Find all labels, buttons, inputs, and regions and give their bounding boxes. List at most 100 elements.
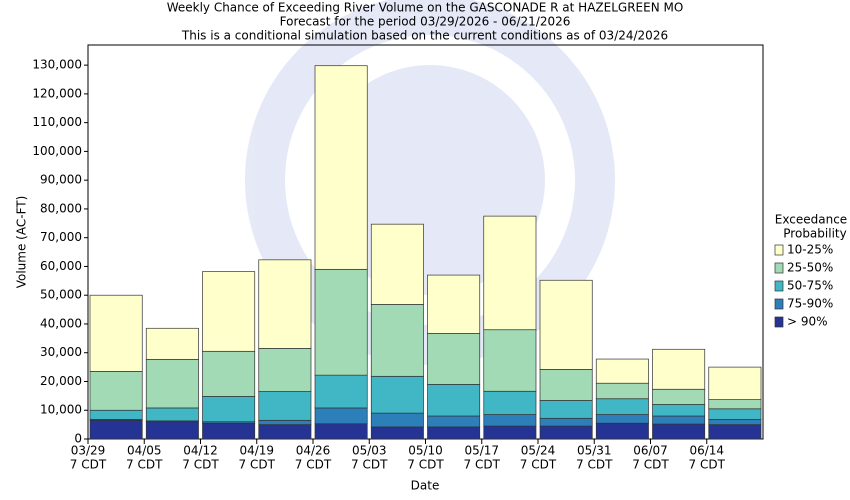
bar-segment [314,65,368,270]
legend-swatch [774,298,784,310]
bar-segment [427,415,481,428]
x-tick-label: 05/17 [464,444,499,458]
x-tick-sublabel: 7 CDT [520,458,557,472]
bar-segment [483,425,537,440]
x-tick-sublabel: 7 CDT [182,458,219,472]
bar-segment [483,215,537,331]
bar-segment [708,419,762,425]
y-axis-title: Volume (AC-FT) [15,196,29,289]
legend-title: Probability [783,227,846,241]
bar-segment [652,423,706,440]
x-tick-label: 04/12 [183,444,218,458]
y-tick-label: 70,000 [40,230,82,244]
bar-segment [483,414,537,427]
bar-segment [89,371,143,411]
legend-swatch [774,316,784,328]
bar-segment [202,350,256,397]
x-tick-label: 06/14 [689,444,724,458]
bar-segment [258,259,312,349]
y-tick-label: 130,000 [32,58,82,72]
bar-segment [258,348,312,392]
x-tick-label: 05/31 [577,444,612,458]
bar-segment [652,388,706,405]
bar-segment [539,425,593,440]
bar-segment [708,399,762,410]
bar-segment [370,426,424,440]
x-axis-title: Date [411,479,440,493]
x-tick-sublabel: 7 CDT [126,458,163,472]
bar-segment [652,348,706,390]
x-tick-sublabel: 7 CDT [464,458,501,472]
legend-swatch [774,262,784,274]
bar-segment [708,424,762,440]
bar-segment [539,279,593,370]
legend-label: 75-90% [787,297,833,311]
bar-segment [370,412,424,428]
bar-segment [595,422,649,440]
bar-segment [539,400,593,419]
bar-segment [427,384,481,417]
bar-segment [314,407,368,425]
bar-segment [202,271,256,352]
y-tick-label: 20,000 [40,374,82,388]
x-tick-label: 04/05 [127,444,162,458]
y-tick-label: 100,000 [32,144,82,158]
chart-title: Weekly Chance of Exceeding River Volume … [167,1,684,15]
y-tick-label: 0 [74,432,82,446]
x-tick-label: 04/26 [296,444,331,458]
bar-segment [314,268,368,376]
legend-label: 10-25% [787,243,833,257]
bar-segment [539,369,593,401]
bar-segment [595,358,649,384]
x-tick-label: 05/24 [521,444,556,458]
x-tick-sublabel: 7 CDT [576,458,613,472]
x-tick-label: 06/07 [633,444,668,458]
bar-segment [314,374,368,409]
bar-segment [89,294,143,372]
bar-segment [427,274,481,334]
bar-segment [145,358,199,409]
legend-label: > 90% [787,315,828,329]
legend-title: Exceedance [775,213,847,227]
bar-segment [370,223,424,305]
bar-segment [89,409,143,420]
y-tick-label: 50,000 [40,288,82,302]
y-tick-label: 80,000 [40,201,82,215]
chart-title: This is a conditional simulation based o… [181,29,668,43]
bar-segment [145,421,199,440]
y-tick-label: 40,000 [40,316,82,330]
y-tick-label: 30,000 [40,345,82,359]
bar-segment [427,426,481,440]
y-tick-label: 60,000 [40,259,82,273]
y-tick-label: 110,000 [32,115,82,129]
x-tick-sublabel: 7 CDT [351,458,388,472]
x-tick-label: 05/03 [352,444,387,458]
bar-segment [258,391,312,421]
bar-segment [202,396,256,423]
x-tick-sublabel: 7 CDT [295,458,332,472]
bar-segment [595,398,649,415]
bar-segment [314,423,368,440]
x-tick-sublabel: 7 CDT [689,458,726,472]
bar-segment [145,407,199,422]
bar-segment [652,404,706,417]
bar-segment [708,366,762,400]
chart-title: Forecast for the period 03/29/2026 - 06/… [280,15,571,29]
x-tick-sublabel: 7 CDT [70,458,107,472]
y-tick-label: 90,000 [40,173,82,187]
legend-label: 25-50% [787,261,833,275]
legend-swatch [774,280,784,292]
bar-segment [89,419,143,440]
bar-segment [427,333,481,385]
bar-segment [539,417,593,427]
bar-segment [202,422,256,440]
x-tick-sublabel: 7 CDT [632,458,669,472]
x-tick-sublabel: 7 CDT [407,458,444,472]
bar-segment [708,408,762,420]
bar-segment [370,375,424,414]
legend-label: 50-75% [787,279,833,293]
x-tick-sublabel: 7 CDT [239,458,276,472]
y-tick-label: 120,000 [32,86,82,100]
bar-segment [595,414,649,424]
